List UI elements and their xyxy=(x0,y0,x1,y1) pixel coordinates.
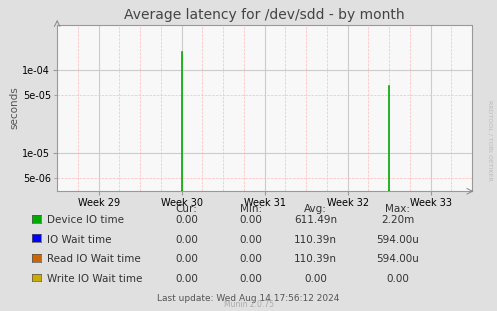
Text: Write IO Wait time: Write IO Wait time xyxy=(47,274,143,284)
Text: Min:: Min: xyxy=(240,204,262,214)
Text: Device IO time: Device IO time xyxy=(47,215,124,225)
Text: 0.00: 0.00 xyxy=(175,274,198,284)
Text: 611.49n: 611.49n xyxy=(294,215,337,225)
Text: 2.20m: 2.20m xyxy=(381,215,414,225)
Text: Last update: Wed Aug 14 17:56:12 2024: Last update: Wed Aug 14 17:56:12 2024 xyxy=(158,294,339,303)
Title: Average latency for /dev/sdd - by month: Average latency for /dev/sdd - by month xyxy=(124,8,405,22)
Text: 0.00: 0.00 xyxy=(304,274,327,284)
Text: 110.39n: 110.39n xyxy=(294,235,337,245)
Text: Read IO Wait time: Read IO Wait time xyxy=(47,254,141,264)
Text: 110.39n: 110.39n xyxy=(294,254,337,264)
Text: 0.00: 0.00 xyxy=(240,274,262,284)
Text: 0.00: 0.00 xyxy=(240,235,262,245)
Y-axis label: seconds: seconds xyxy=(9,87,19,129)
Text: 0.00: 0.00 xyxy=(240,215,262,225)
Text: 0.00: 0.00 xyxy=(386,274,409,284)
Text: Cur:: Cur: xyxy=(175,204,197,214)
Text: Avg:: Avg: xyxy=(304,204,327,214)
Text: Munin 2.0.75: Munin 2.0.75 xyxy=(224,300,273,309)
Text: 594.00u: 594.00u xyxy=(376,235,419,245)
Text: Max:: Max: xyxy=(385,204,410,214)
Text: 594.00u: 594.00u xyxy=(376,254,419,264)
Text: 0.00: 0.00 xyxy=(175,254,198,264)
Text: 0.00: 0.00 xyxy=(175,235,198,245)
Text: IO Wait time: IO Wait time xyxy=(47,235,112,245)
Text: 0.00: 0.00 xyxy=(240,254,262,264)
Text: 0.00: 0.00 xyxy=(175,215,198,225)
Text: RRDTOOL / TOBI OETIKER: RRDTOOL / TOBI OETIKER xyxy=(487,100,492,180)
